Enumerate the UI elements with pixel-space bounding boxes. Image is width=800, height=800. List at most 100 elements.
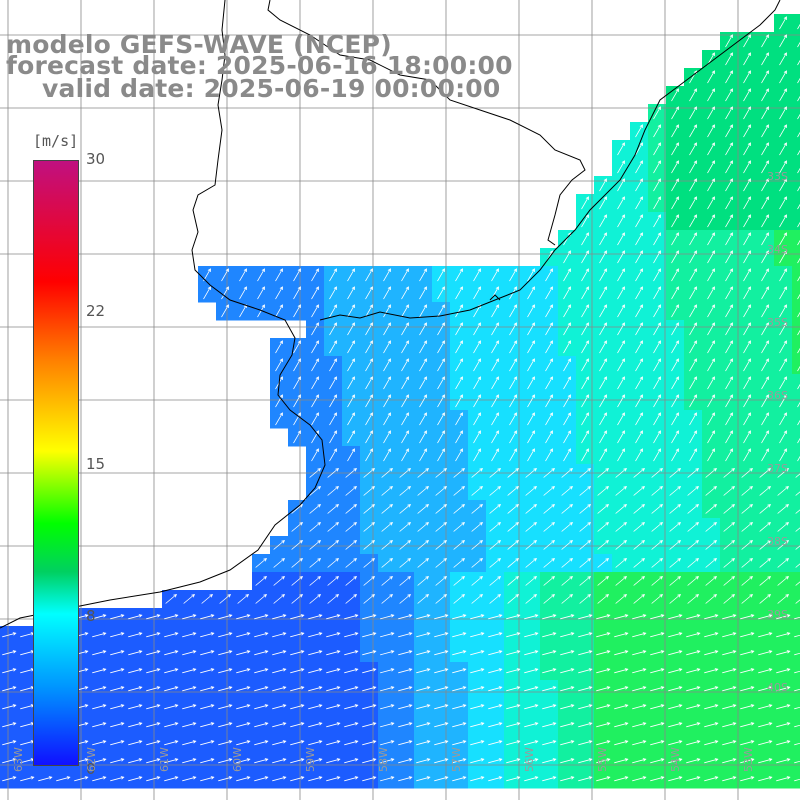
wind-arrow	[473, 412, 481, 426]
wind-arrow	[525, 593, 538, 604]
wind-arrow	[707, 448, 715, 462]
wind-arrow	[797, 419, 800, 426]
wind-arrow	[725, 448, 733, 462]
wind-arrow	[758, 632, 773, 638]
wind-arrow	[779, 340, 787, 354]
wind-arrow	[797, 437, 800, 444]
wind-arrow	[743, 430, 751, 444]
wind-arrow	[38, 776, 53, 782]
wind-arrow	[668, 668, 683, 674]
wind-arrow	[416, 632, 431, 638]
wind-arrow	[110, 722, 125, 728]
wind-arrow	[524, 722, 539, 728]
wind-arrow	[453, 575, 466, 586]
wind-arrow	[524, 758, 539, 764]
wind-arrow	[434, 776, 449, 782]
wind-arrow	[401, 268, 409, 282]
wind-arrow	[489, 539, 502, 550]
wind-arrow	[704, 704, 719, 710]
wind-arrow	[489, 593, 502, 604]
wind-arrow	[146, 686, 161, 692]
wind-arrow	[740, 632, 755, 638]
wind-arrow	[344, 632, 359, 638]
wind-arrow	[383, 412, 391, 426]
wind-arrow	[725, 412, 733, 426]
wind-arrow	[779, 214, 787, 228]
wind-cell	[792, 626, 800, 645]
wind-arrow	[597, 575, 610, 586]
wind-arrow	[779, 448, 787, 462]
wind-arrow	[489, 575, 502, 586]
wind-arrow	[635, 412, 643, 426]
wind-arrow	[578, 632, 593, 638]
wind-arrow	[434, 614, 449, 620]
wind-arrow	[347, 340, 355, 354]
wind-arrow	[615, 539, 628, 550]
wind-arrow	[758, 722, 773, 728]
wind-arrow	[597, 521, 610, 532]
wind-arrow	[722, 740, 737, 746]
wind-arrow	[92, 614, 107, 620]
wind-cell	[792, 554, 800, 573]
wind-arrow	[182, 722, 197, 728]
wind-arrow	[653, 106, 661, 120]
wind-arrow	[435, 503, 448, 514]
wind-arrow	[596, 776, 611, 782]
wind-arrow	[272, 614, 287, 620]
wind-arrow	[347, 358, 355, 372]
wind-arrow	[344, 668, 359, 674]
wind-arrow	[128, 776, 143, 782]
wind-arrow	[527, 412, 535, 426]
wind-cell	[792, 248, 800, 267]
wind-arrow	[345, 539, 358, 550]
wind-arrow	[797, 257, 800, 264]
wind-arrow	[671, 106, 679, 120]
wind-arrow	[707, 88, 715, 102]
wind-arrow	[794, 688, 800, 692]
wind-arrow	[597, 539, 610, 550]
wind-arrow	[671, 142, 679, 156]
wind-arrow	[689, 340, 697, 354]
wind-arrow	[725, 286, 733, 300]
wind-arrow	[722, 758, 737, 764]
wind-arrow	[291, 521, 304, 532]
wind-arrow	[617, 394, 625, 408]
wind-arrow	[309, 539, 322, 550]
wind-arrow	[759, 467, 772, 478]
wind-arrow	[488, 614, 503, 620]
wind-arrow	[146, 776, 161, 782]
wind-arrow	[617, 340, 625, 354]
wind-arrow	[633, 467, 646, 478]
wind-arrow	[419, 322, 427, 336]
wind-arrow	[506, 650, 521, 656]
wind-arrow	[707, 268, 715, 282]
wind-arrow	[687, 575, 700, 586]
wind-arrow	[671, 268, 679, 282]
wind-cell	[792, 104, 800, 123]
longitude-label: 55W	[596, 747, 609, 772]
wind-arrow	[615, 467, 628, 478]
wind-arrow	[740, 614, 755, 620]
wind-arrow	[417, 575, 430, 586]
wind-arrow	[383, 430, 391, 444]
wind-arrow	[470, 722, 485, 728]
wind-arrow	[489, 557, 502, 568]
wind-arrow	[725, 376, 733, 390]
wind-arrow	[183, 593, 196, 604]
wind-arrow	[797, 401, 800, 408]
wind-arrow	[689, 268, 697, 282]
wind-arrow	[741, 467, 754, 478]
wind-arrow	[273, 593, 286, 604]
wind-arrow	[759, 593, 772, 604]
wind-arrow	[761, 250, 769, 264]
latitude-label: 37S	[767, 462, 788, 475]
wind-arrow	[383, 340, 391, 354]
wind-arrow	[722, 704, 737, 710]
wind-cell	[792, 392, 800, 411]
wind-arrow	[740, 740, 755, 746]
wind-arrow	[743, 232, 751, 246]
wind-arrow	[311, 376, 319, 390]
wind-arrow	[668, 758, 683, 764]
wind-arrow	[542, 668, 557, 674]
wind-arrow	[453, 557, 466, 568]
